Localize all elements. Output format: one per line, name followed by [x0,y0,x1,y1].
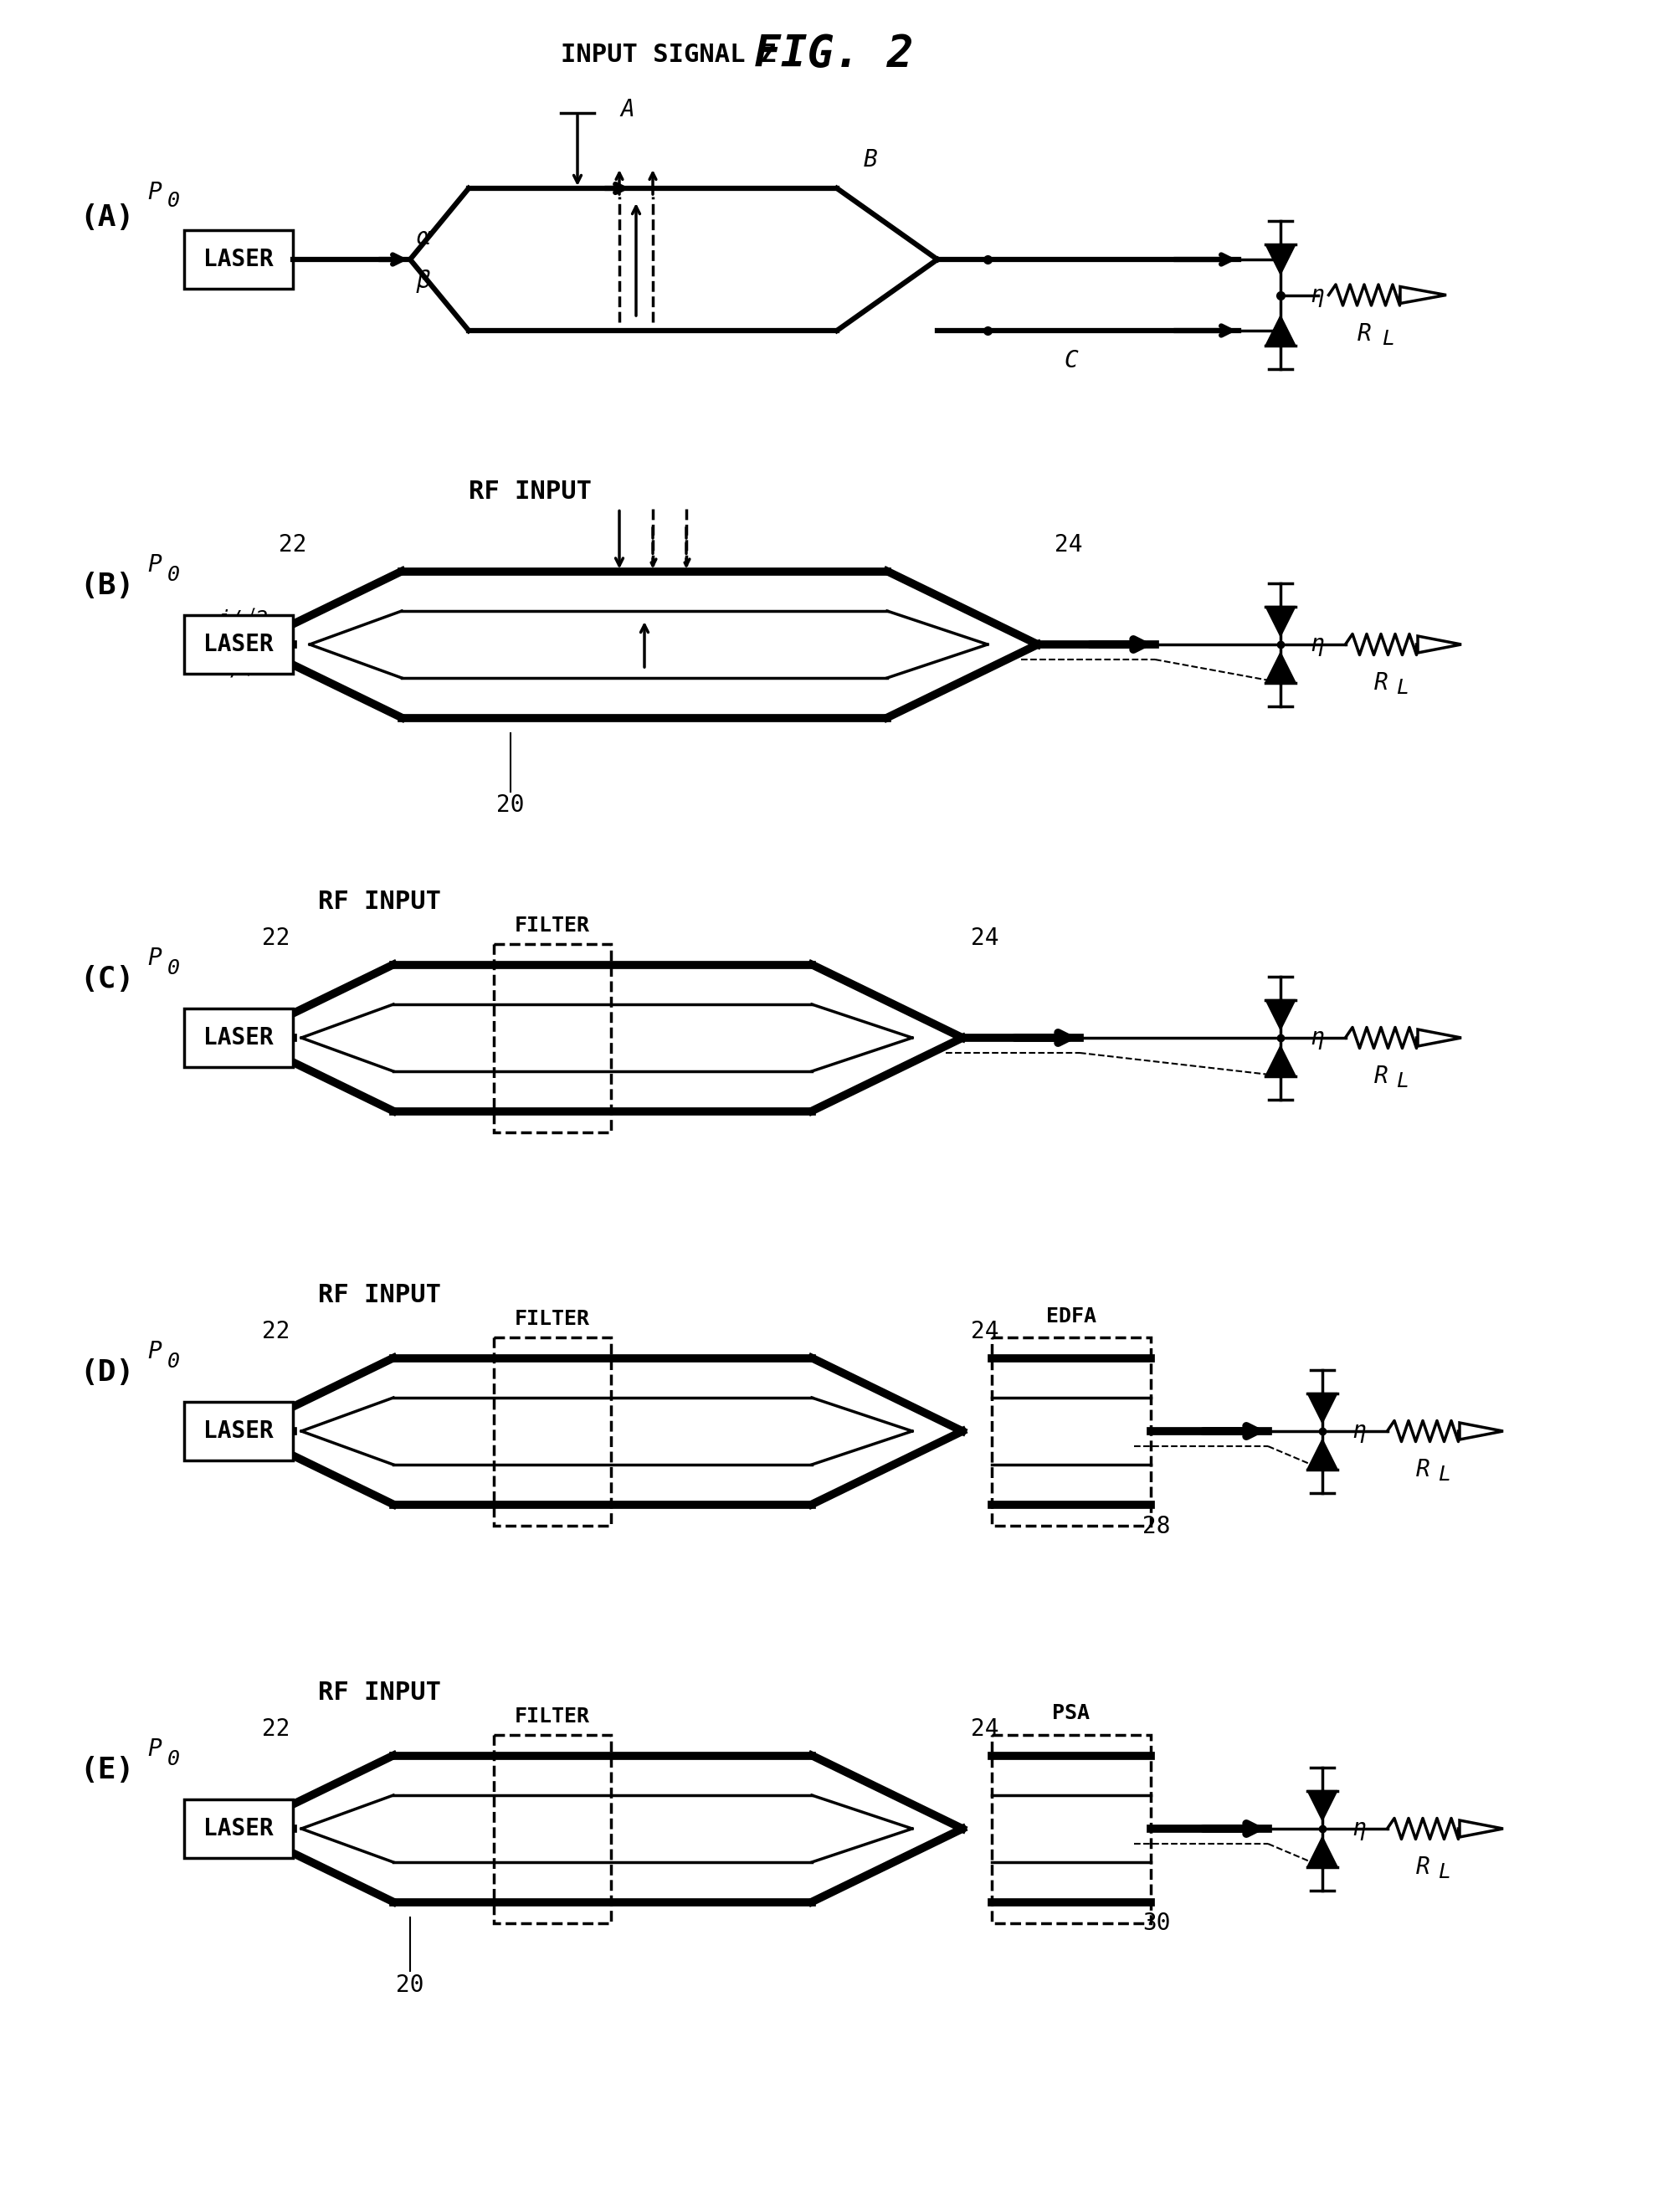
Text: i/√2: i/√2 [217,608,269,630]
Text: RF INPUT: RF INPUT [319,889,440,914]
Text: 22: 22 [262,1717,290,1741]
Text: L: L [1438,1863,1451,1882]
Text: (A): (A) [80,204,133,232]
Polygon shape [1308,1836,1338,1867]
Text: η: η [1351,1816,1366,1840]
Text: 28: 28 [1143,1515,1171,1537]
Bar [494,1734,610,1922]
Text: 24: 24 [1054,533,1083,555]
Text: α: α [417,226,430,250]
Text: C: C [1064,349,1078,372]
Polygon shape [1399,288,1446,303]
Text: P: P [148,553,162,577]
Text: A: A [620,97,636,122]
Bar [992,1336,1151,1526]
Polygon shape [1308,1394,1338,1422]
Bar [992,1734,1151,1922]
Text: P: P [148,1736,162,1761]
Polygon shape [1266,316,1296,345]
Text: RF INPUT: RF INPUT [319,1283,440,1307]
Text: LASER: LASER [203,1816,274,1840]
Text: 30: 30 [1143,1911,1171,1936]
Text: (B): (B) [80,571,133,599]
Text: PSA: PSA [1053,1703,1091,1723]
Text: R: R [1358,321,1371,345]
Text: L: L [1438,1464,1451,1484]
Text: β: β [417,270,430,292]
Polygon shape [1418,1029,1461,1046]
Polygon shape [1308,1790,1338,1820]
Polygon shape [1266,243,1296,274]
Polygon shape [1460,1422,1503,1440]
Text: EDFA: EDFA [1046,1305,1096,1327]
Text: i/√2: i/√2 [217,659,269,679]
Text: LASER: LASER [203,248,274,272]
Text: 0: 0 [167,564,180,584]
Text: INPUT SIGNAL Z: INPUT SIGNAL Z [560,42,776,66]
Bar [183,1009,294,1066]
Text: η: η [1309,633,1324,657]
Text: 22: 22 [279,533,307,555]
Text: FILTER: FILTER [515,1705,590,1725]
Text: R: R [1416,1856,1429,1878]
Text: 24: 24 [971,1717,999,1741]
Text: 24: 24 [971,927,999,949]
Text: LASER: LASER [203,633,274,657]
Polygon shape [1266,1046,1296,1075]
Polygon shape [1266,653,1296,684]
Text: η: η [1309,283,1324,307]
Polygon shape [1418,637,1461,653]
Text: 22: 22 [262,927,290,949]
Text: P: P [148,181,162,204]
Polygon shape [1266,606,1296,637]
Polygon shape [1266,1000,1296,1031]
Bar [183,1402,294,1460]
Text: R: R [1374,1064,1388,1088]
Text: L: L [1381,330,1394,349]
Text: FILTER: FILTER [515,916,590,936]
Bar [494,945,610,1133]
Text: 0: 0 [167,1750,180,1770]
Bar [494,1336,610,1526]
Polygon shape [1460,1820,1503,1836]
Text: 22: 22 [262,1318,290,1343]
Text: P: P [148,947,162,971]
Bar [183,230,294,290]
Text: RF INPUT: RF INPUT [469,480,592,504]
Text: (E): (E) [80,1756,133,1785]
Text: η: η [1309,1026,1324,1048]
Text: 0: 0 [167,190,180,210]
Polygon shape [1308,1440,1338,1469]
Text: (D): (D) [80,1358,133,1387]
Text: 24: 24 [971,1318,999,1343]
Text: 20: 20 [497,792,524,816]
Text: P: P [148,1340,162,1363]
Text: FILTER: FILTER [515,1310,590,1329]
Text: B: B [864,148,877,173]
Text: 0: 0 [167,1352,180,1371]
Bar [183,1798,294,1858]
Text: R: R [1374,670,1388,695]
Text: L: L [1396,1071,1408,1091]
Text: (C): (C) [80,964,133,993]
Text: LASER: LASER [203,1026,274,1048]
Text: R: R [1416,1458,1429,1482]
Text: FIG. 2: FIG. 2 [754,33,914,75]
Text: LASER: LASER [203,1420,274,1442]
Text: 0: 0 [167,958,180,978]
Text: L: L [1396,677,1408,699]
Text: RF INPUT: RF INPUT [319,1681,440,1705]
Text: 20: 20 [395,1973,424,1997]
Text: η: η [1351,1420,1366,1442]
Bar [183,615,294,675]
